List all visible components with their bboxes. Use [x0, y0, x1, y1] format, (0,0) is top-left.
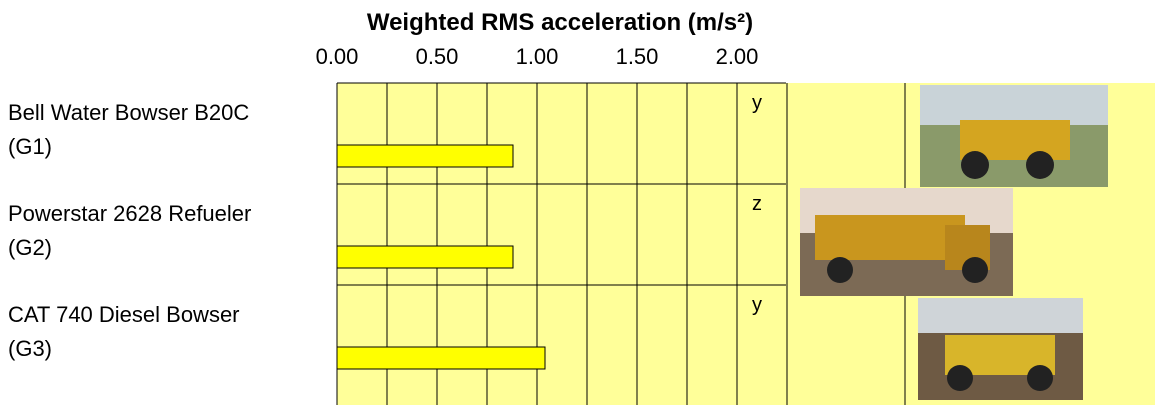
axis-annotation: z [752, 193, 762, 215]
x-tick-label: 0.00 [316, 44, 359, 69]
x-tick-label: 2.00 [716, 44, 759, 69]
chart-title: Weighted RMS acceleration (m/s²) [367, 9, 753, 36]
category-label: Bell Water Bowser B20C (G1) [8, 100, 250, 159]
category-label: CAT 740 Diesel Bowser (G3) [8, 302, 240, 361]
photo-g1 [920, 85, 1108, 187]
axis-annotation: y [752, 92, 762, 114]
x-tick-label: 1.50 [616, 44, 659, 69]
x-tick-label: 1.00 [516, 44, 559, 69]
photo-g3 [918, 298, 1083, 400]
axis-annotation: y [752, 294, 762, 316]
bar [336, 144, 514, 168]
bar [336, 346, 546, 370]
x-tick-label: 0.50 [416, 44, 459, 69]
photo-g2 [800, 188, 1013, 296]
category-label: Powerstar 2628 Refueler (G2) [8, 201, 252, 260]
bar [336, 245, 514, 269]
